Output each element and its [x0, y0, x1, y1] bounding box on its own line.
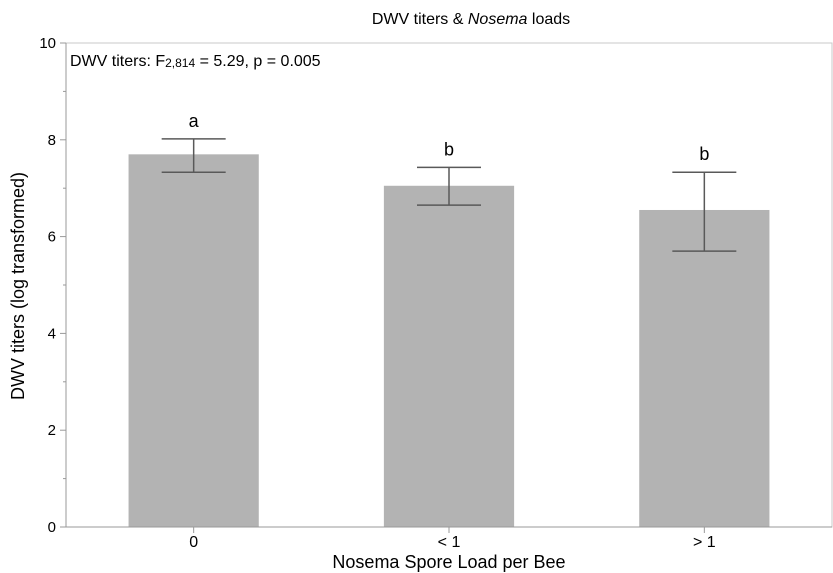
- y-tick-label: 2: [48, 422, 56, 439]
- x-tick-label: 0: [189, 534, 198, 551]
- stat-annotation: DWV titers: F2,814 = 5.29, p = 0.005: [70, 53, 321, 70]
- y-tick-label: 0: [48, 519, 56, 536]
- errorbars-group: [161, 138, 737, 252]
- y-tick-label: 8: [48, 132, 56, 149]
- bar: [128, 154, 259, 527]
- stat-annotation-prefix: DWV titers: F: [70, 53, 165, 70]
- x-axis-title: Nosema Spore Load per Bee: [332, 552, 565, 572]
- stat-annotation-suffix: = 5.29, p = 0.005: [195, 53, 321, 70]
- stat-annotation-subscript: 2,814: [165, 56, 195, 70]
- chart-title: DWV titers & Nosema loads: [372, 11, 570, 28]
- significance-letters-group: a b b: [189, 111, 710, 164]
- x-tick-label: > 1: [693, 534, 716, 551]
- y-ticks-group: 0 2 4 6 8 10: [39, 35, 66, 536]
- bars-group: [128, 154, 770, 528]
- significance-letter: a: [189, 111, 200, 131]
- y-tick-label: 6: [48, 229, 56, 246]
- chart-title-suffix: loads: [527, 11, 570, 28]
- chart-title-prefix: DWV titers &: [372, 11, 468, 28]
- y-axis-title: DWV titers (log transformed): [8, 172, 28, 400]
- bar: [383, 185, 515, 527]
- y-tick-label: 4: [48, 325, 56, 342]
- x-ticks-group: 0 < 1 > 1: [189, 527, 716, 551]
- y-tick-label: 10: [39, 35, 56, 52]
- chart-title-italic: Nosema: [468, 11, 528, 28]
- bar: [639, 209, 770, 528]
- x-tick-label: < 1: [438, 534, 461, 551]
- significance-letter: b: [699, 144, 709, 164]
- significance-letter: b: [444, 139, 454, 159]
